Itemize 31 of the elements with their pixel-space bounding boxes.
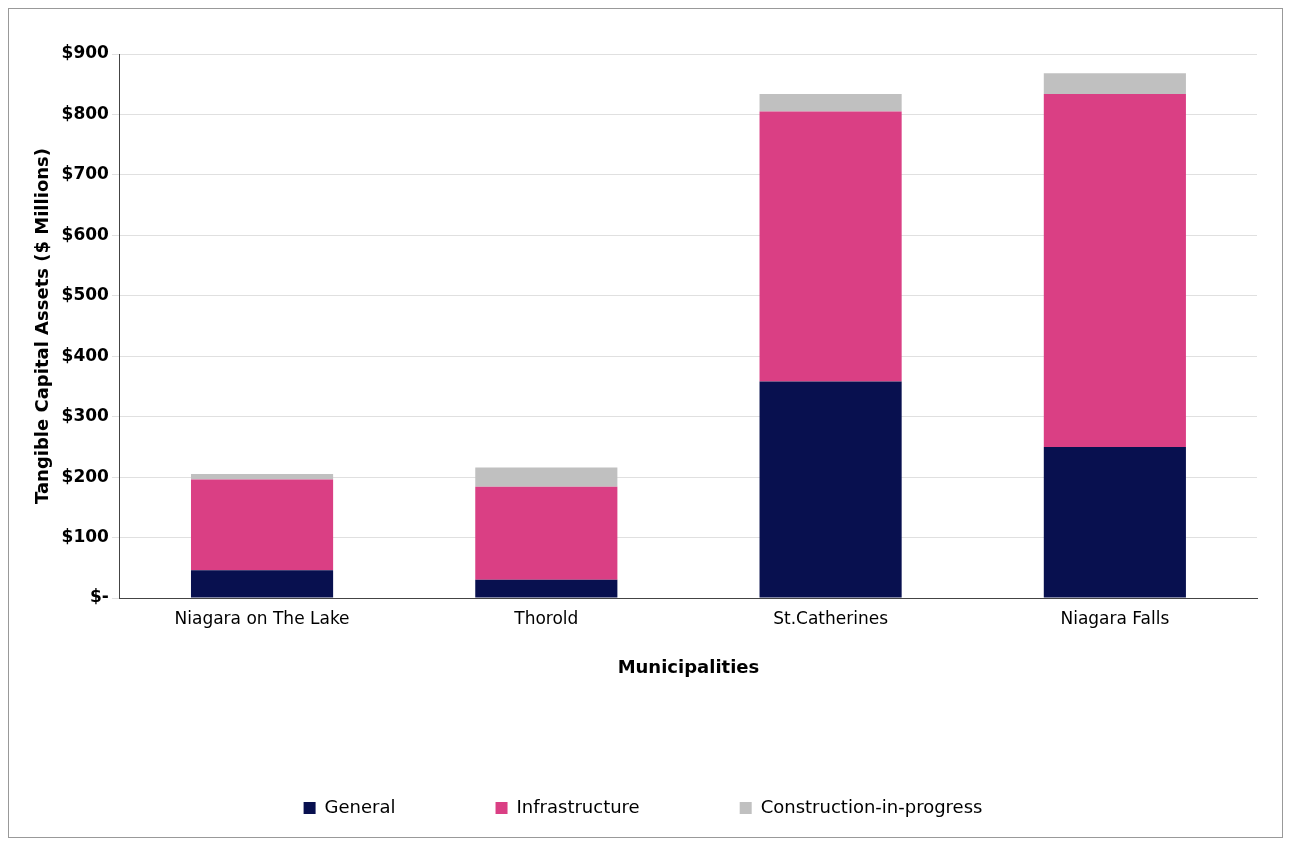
legend-label: General: [324, 795, 396, 817]
y-tick-label: $200: [61, 465, 110, 486]
bar: [190, 479, 334, 571]
bar: [1043, 446, 1186, 598]
bar: [475, 579, 618, 598]
bar: [190, 474, 334, 480]
bar: [475, 486, 618, 580]
bar: [1043, 73, 1186, 94]
bar: [1043, 93, 1186, 447]
y-axis-title: Tangible Capital Assets ($ Millions): [31, 148, 53, 504]
bar: [475, 467, 618, 487]
x-tick-label: Niagara Falls: [1060, 607, 1170, 628]
y-tick-label: $600: [61, 223, 110, 244]
bar: [759, 381, 902, 598]
y-tick-label: $100: [61, 525, 110, 546]
y-tick-label: $800: [61, 102, 110, 123]
x-tick-label: St.Catherines: [773, 607, 889, 628]
y-tick-label: $-: [90, 586, 109, 607]
bar: [190, 570, 334, 598]
y-tick-label: $700: [61, 163, 110, 184]
y-tick-label: $400: [61, 344, 110, 365]
bar: [759, 93, 902, 112]
x-tick-label: Thorold: [513, 607, 579, 628]
x-axis-title: Municipalities: [617, 655, 760, 677]
legend-label: Construction-in-progress: [760, 795, 983, 817]
legend-label: Infrastructure: [516, 795, 640, 817]
y-tick-label: $900: [61, 42, 110, 63]
x-tick-label: Niagara on The Lake: [174, 607, 350, 628]
y-tick-label: $500: [61, 284, 110, 305]
bar: [759, 111, 902, 382]
y-tick-label: $300: [61, 405, 110, 426]
